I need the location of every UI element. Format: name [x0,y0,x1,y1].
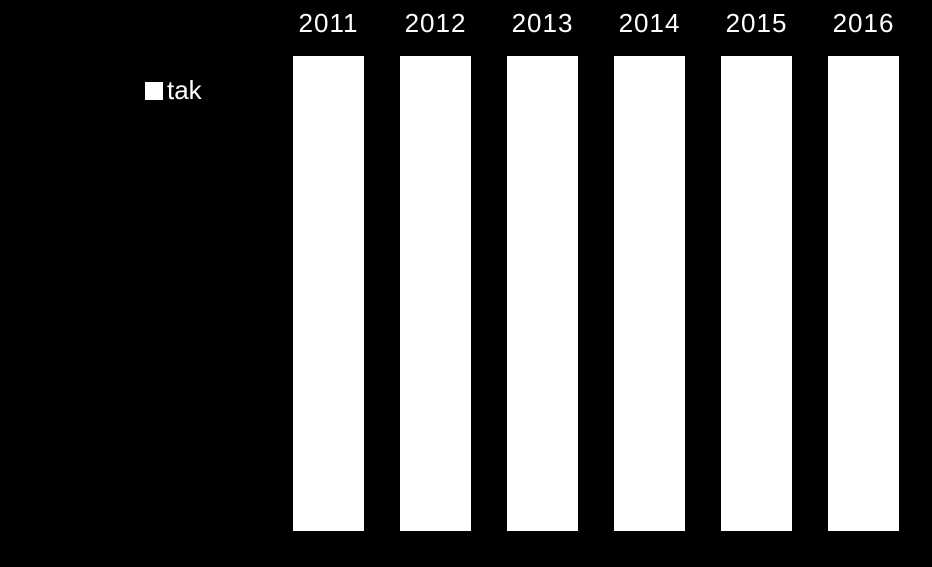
bar-chart: 201120122013201420152016 tak [0,0,932,567]
category-label: 2012 [382,8,489,39]
category-label: 2015 [703,8,810,39]
legend-label: tak [167,75,202,106]
bar [614,56,685,531]
bar [400,56,471,531]
bar [293,56,364,531]
legend-swatch [145,82,163,100]
legend: tak [145,75,202,106]
category-label: 2013 [489,8,596,39]
bar [507,56,578,531]
category-label: 2014 [596,8,703,39]
bar [828,56,899,531]
category-label: 2011 [275,8,382,39]
category-label: 2016 [810,8,917,39]
bar [721,56,792,531]
